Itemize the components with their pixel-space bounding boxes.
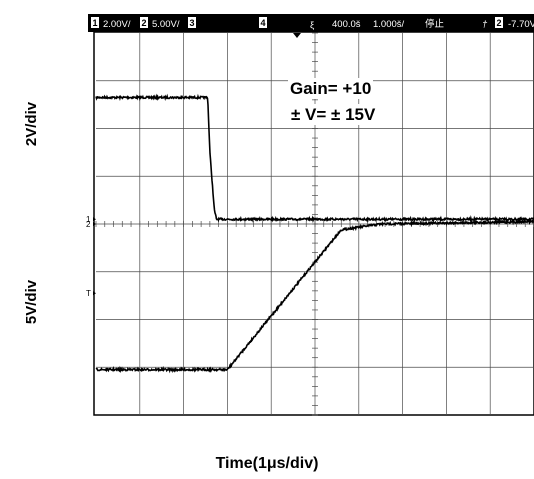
header-readout-item: 停止 [425, 18, 445, 30]
channel-number-box [91, 17, 99, 28]
annotation-supply: ± V= ± 15V [289, 104, 378, 125]
channel-number-box [140, 17, 148, 28]
channel-number: 3 [189, 18, 194, 28]
y-label-ch2: 5V/div [23, 279, 40, 324]
channel-number: 4 [260, 18, 265, 28]
channel-markers: 12 T [86, 215, 96, 298]
header-bar [88, 14, 534, 32]
header-readout-item: 400.0š [332, 19, 361, 30]
channel-number-box [259, 17, 267, 28]
trace-ch1 [95, 93, 534, 224]
channel-marker: T [86, 289, 91, 298]
trigger-sun-icon: ξ [310, 20, 315, 31]
header-readout: 1 2 3 4 2 2.00V/5.00V/400.0š 1.000š/停止 -7.70V ξ † [91, 17, 534, 38]
grid [95, 32, 534, 416]
channel-number-box [188, 17, 196, 28]
y-label-ch1: 2V/div [23, 101, 40, 146]
header-readout-item: 5.00V/ [152, 19, 180, 30]
channel-number: 2 [141, 18, 146, 28]
trigger-slope-icon: † [482, 19, 488, 30]
x-axis-label: Time(1μs/div) [215, 455, 319, 472]
channel-number: 2 [496, 18, 501, 28]
channel-marker-arrow [93, 222, 96, 226]
header-readout-item: -7.70V [508, 19, 534, 30]
annotation-gain: Gain= +10 [288, 78, 374, 99]
trace-ch2 [95, 218, 534, 374]
header-readout-item: 2.00V/ [103, 19, 131, 30]
channel-marker: 1 [86, 215, 91, 224]
header-readout-item: 1.000š/ [373, 19, 405, 30]
channel-marker-arrow [93, 291, 96, 296]
channel-number-box [495, 17, 503, 28]
trigger-position-icon [293, 33, 301, 38]
traces [95, 93, 534, 374]
channel-marker-arrow [93, 217, 96, 222]
channel-marker: 2 [86, 220, 91, 229]
channel-number: 1 [92, 18, 97, 28]
